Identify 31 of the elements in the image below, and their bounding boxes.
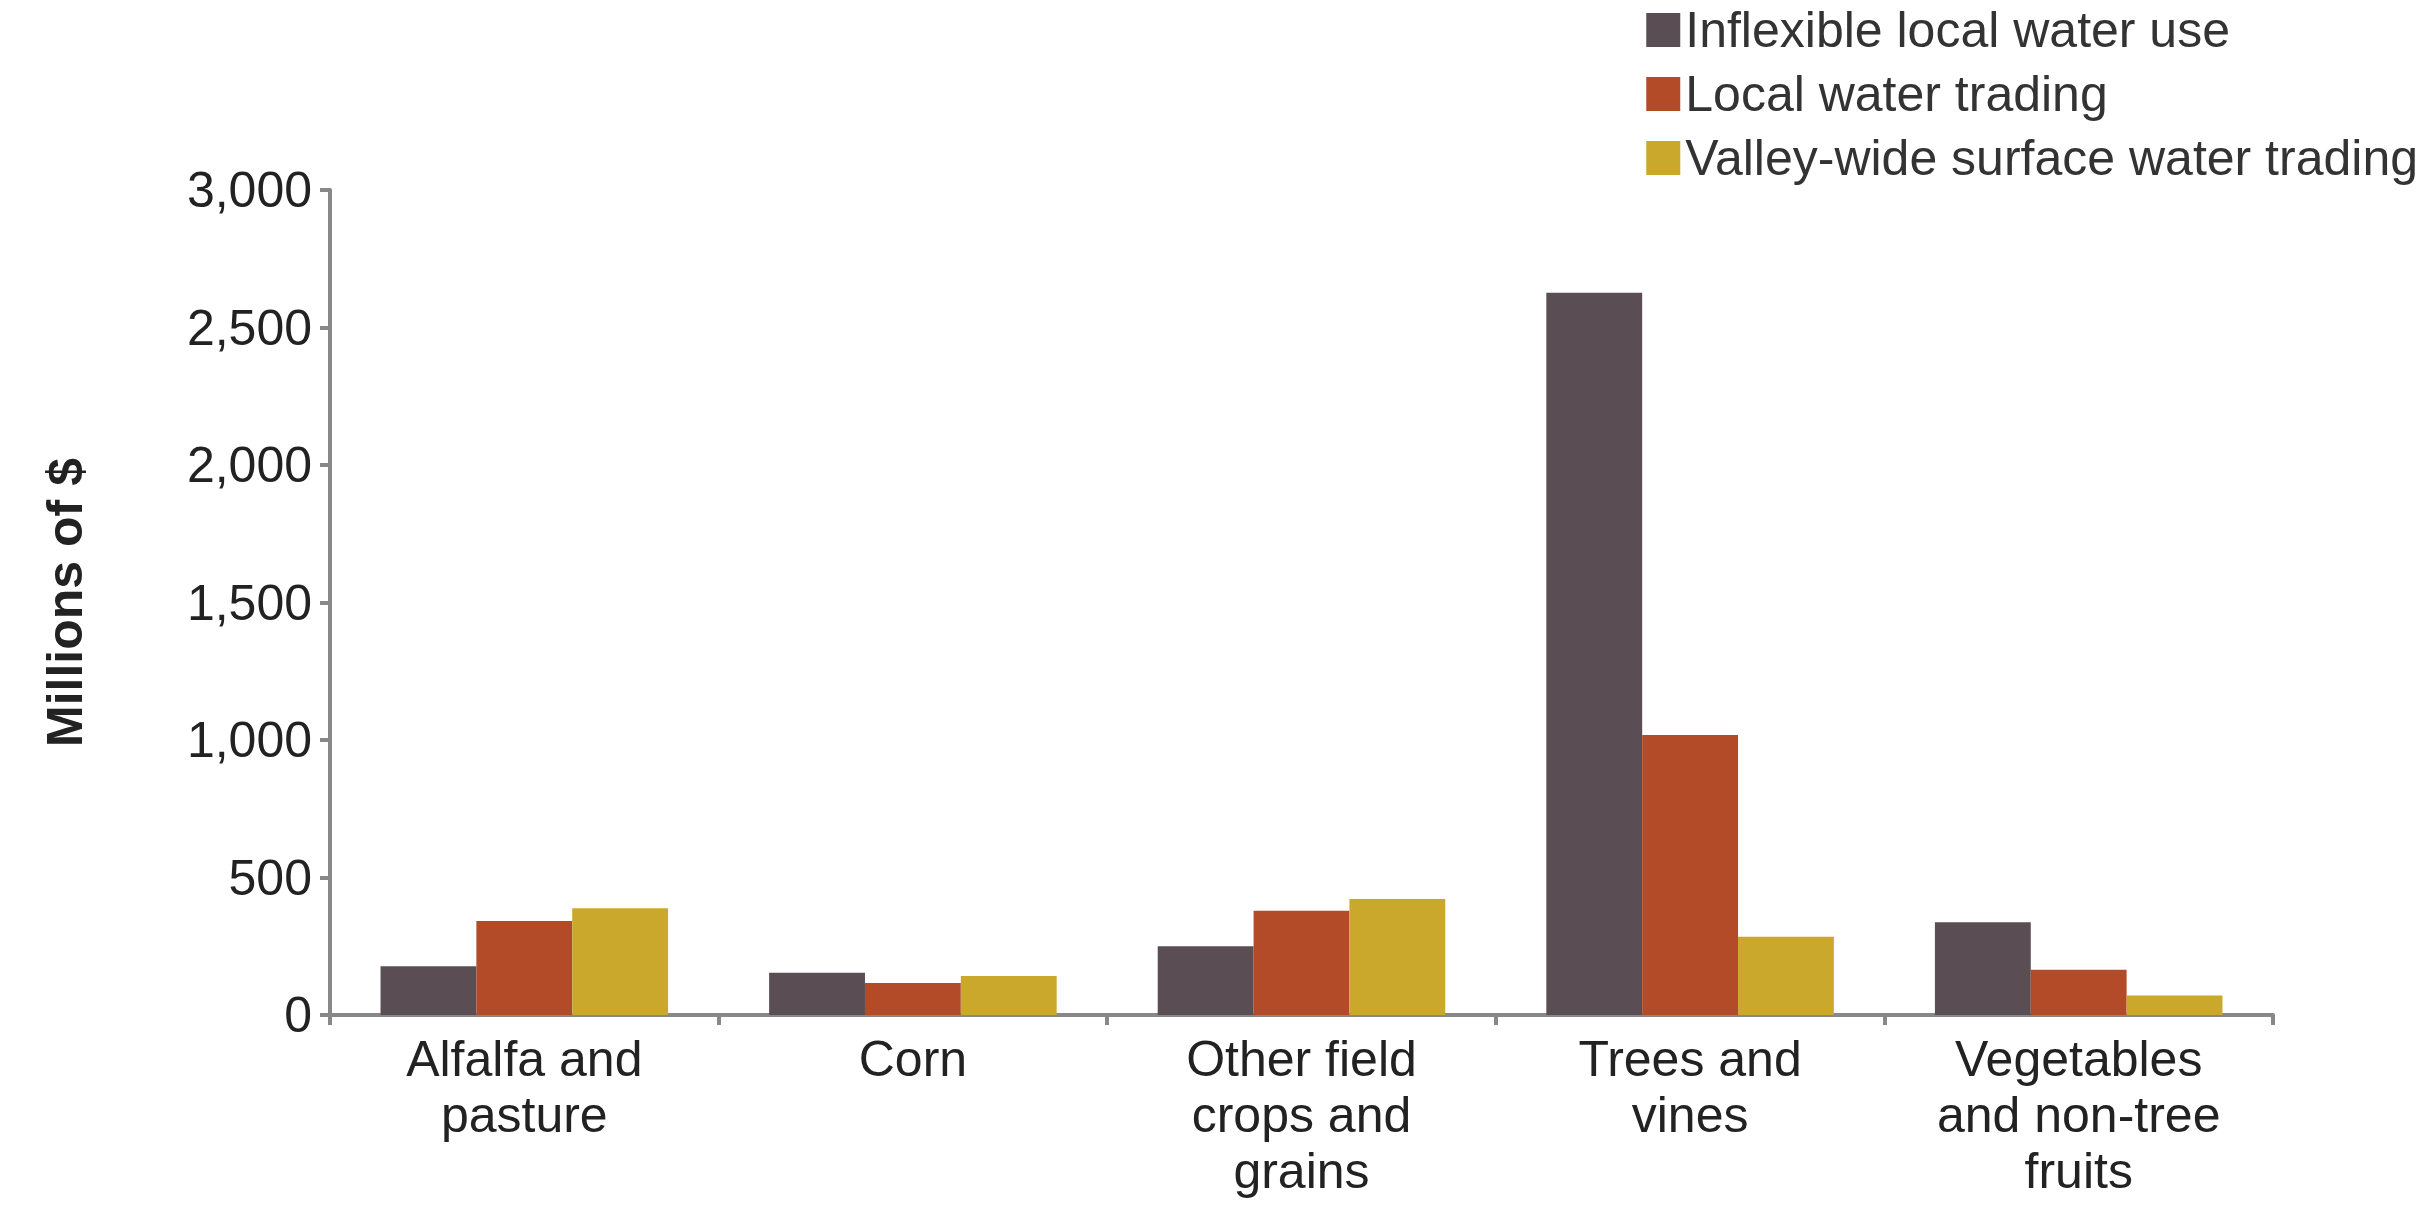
bar xyxy=(864,983,961,1015)
legend-label: Inflexible local water use xyxy=(1685,2,2230,58)
y-tick-label: 1,500 xyxy=(186,574,312,631)
bar xyxy=(2030,969,2127,1015)
bar xyxy=(1253,910,1350,1015)
y-tick-label: 1,000 xyxy=(186,712,312,768)
bar xyxy=(1934,922,2031,1015)
bar xyxy=(1642,735,1739,1015)
bar xyxy=(380,966,477,1015)
x-tick-label: Other field crops and grains xyxy=(1186,1031,1417,1199)
bar xyxy=(769,972,865,1015)
bar xyxy=(1349,898,1446,1015)
y-tick-label: 500 xyxy=(228,849,312,906)
bar xyxy=(1738,936,1834,1015)
x-tick-label: Vegetables and non-tree fruits xyxy=(1936,1031,2221,1199)
bar xyxy=(1157,946,1254,1015)
y-axis-title: Millions of $ xyxy=(37,457,93,747)
bar xyxy=(476,920,573,1015)
y-tick-label: 2,000 xyxy=(186,437,312,493)
legend-label: Valley-wide surface water trading xyxy=(1685,130,2419,186)
x-tick-label: Alfalfa and pasture xyxy=(406,1031,643,1143)
y-tick-label: 3,000 xyxy=(186,162,312,218)
bar xyxy=(1546,292,1643,1015)
bar xyxy=(2126,995,2223,1015)
x-tick-label: Corn xyxy=(858,1031,968,1087)
bar xyxy=(572,908,669,1015)
legend-label: Local water trading xyxy=(1685,66,2108,122)
y-tick-label: 0 xyxy=(284,987,312,1043)
bar xyxy=(960,975,1057,1015)
y-tick-label: 2,500 xyxy=(186,299,312,356)
x-tick-label: Trees and vines xyxy=(1578,1031,1802,1143)
